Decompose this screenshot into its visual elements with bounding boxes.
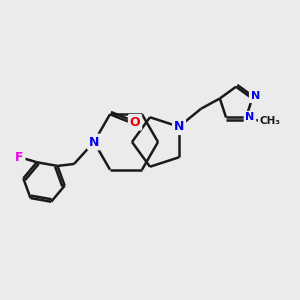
Text: N: N <box>89 136 99 148</box>
Text: N: N <box>250 92 260 101</box>
Text: F: F <box>15 151 24 164</box>
Text: N: N <box>245 112 255 122</box>
Text: N: N <box>174 120 184 133</box>
Text: CH₃: CH₃ <box>260 116 280 127</box>
Text: O: O <box>130 116 140 129</box>
